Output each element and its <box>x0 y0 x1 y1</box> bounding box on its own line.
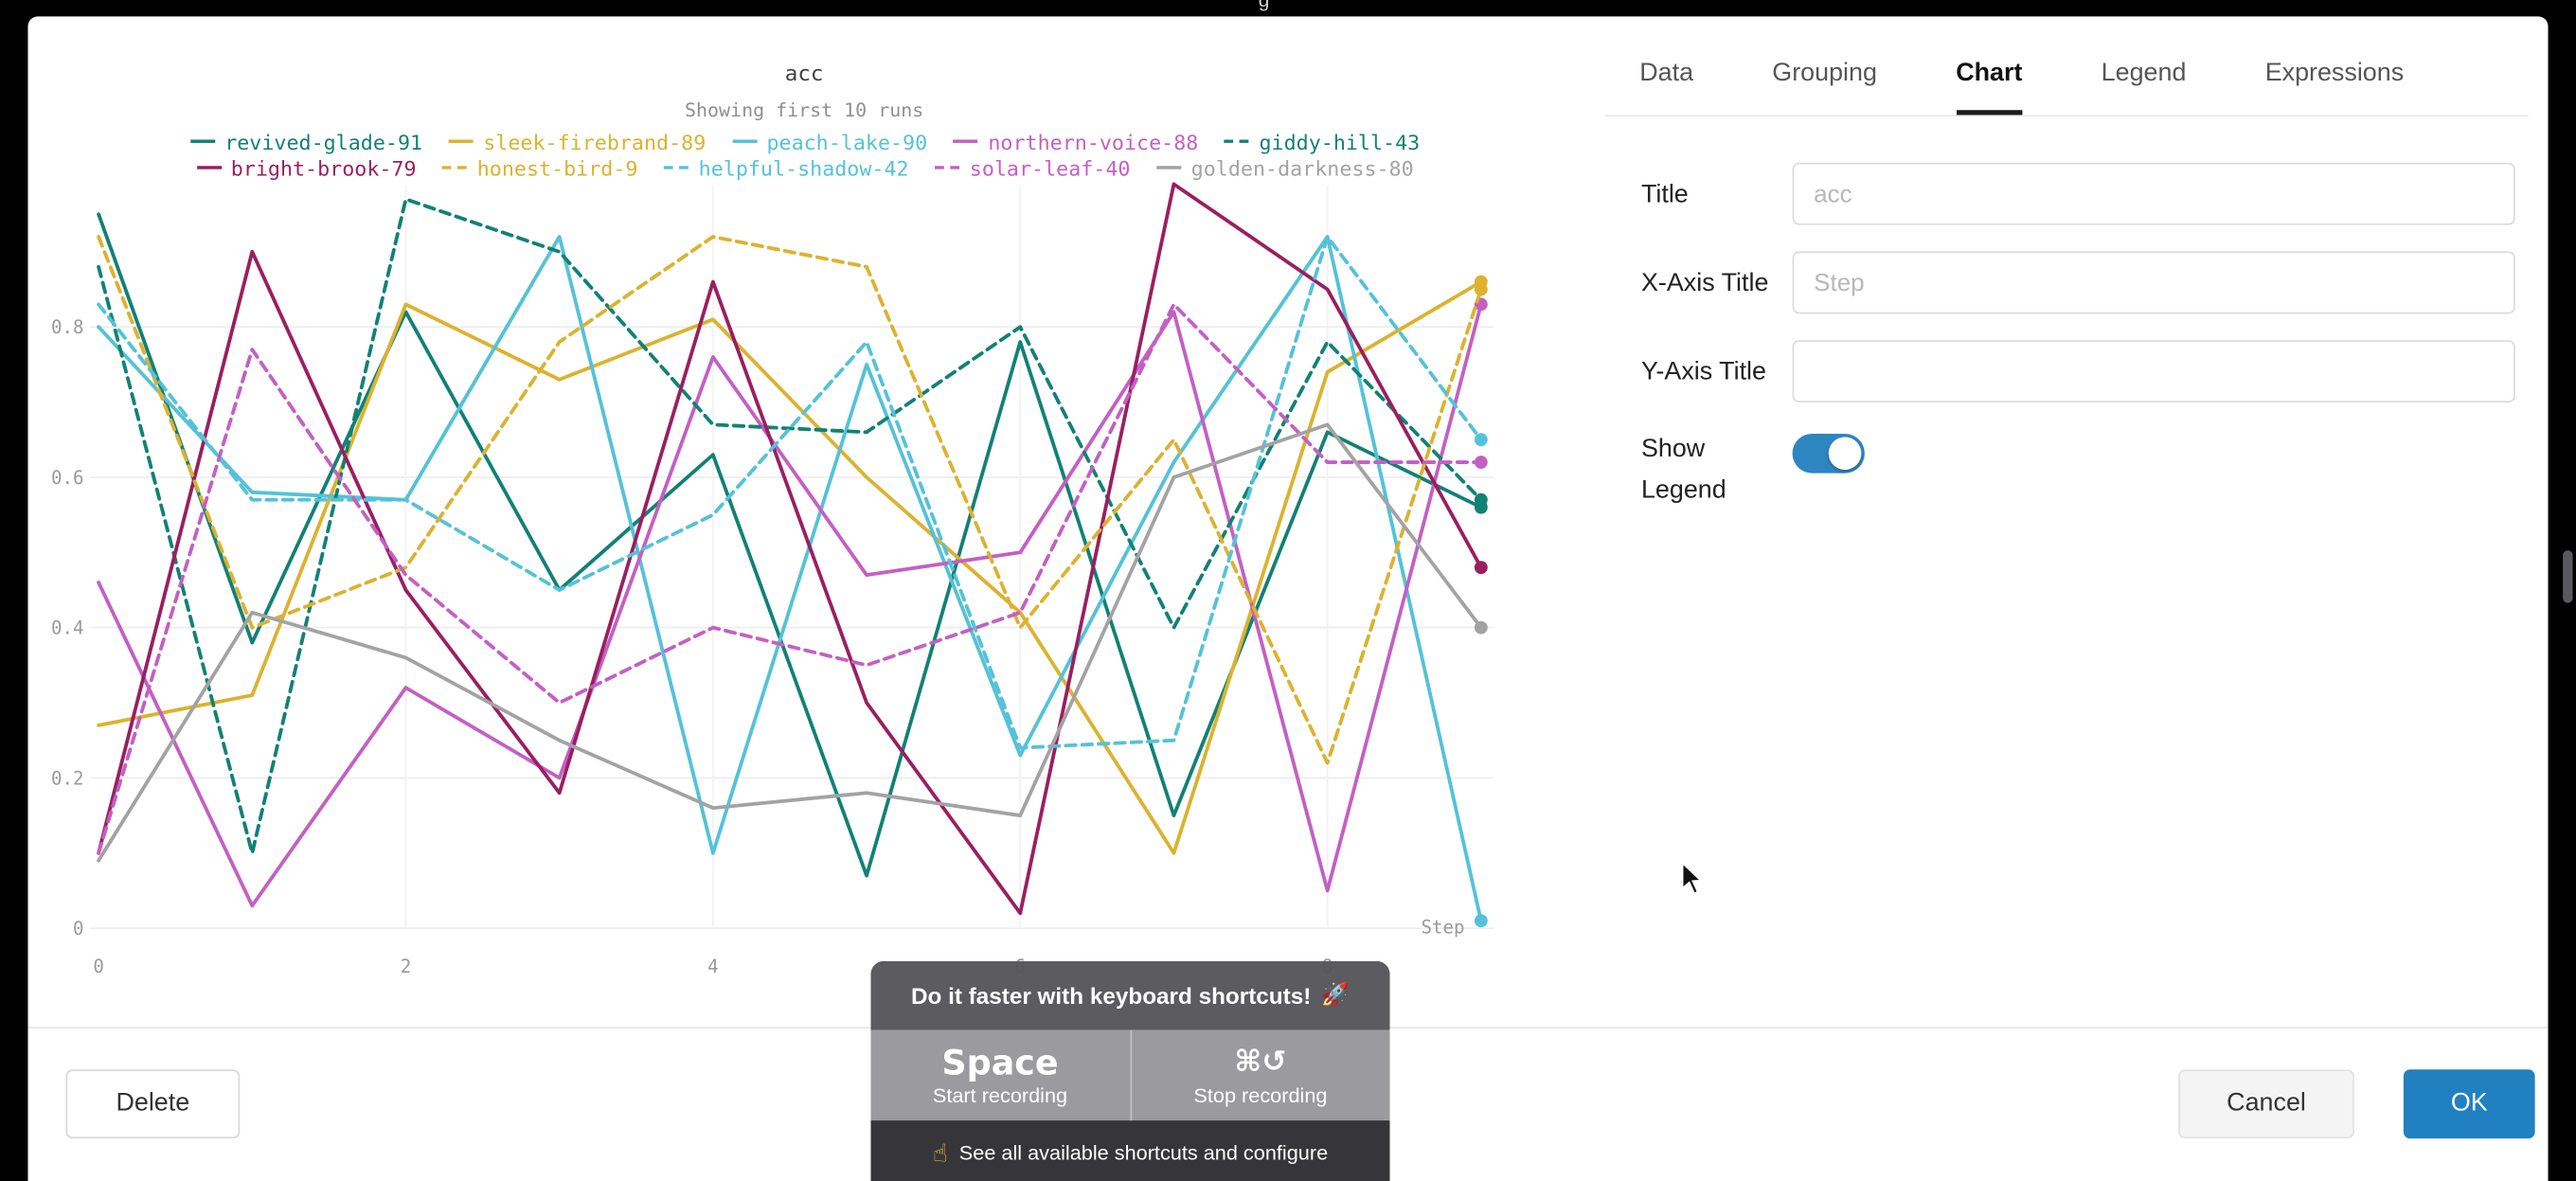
toast-footer-text: See all available shortcuts and configur… <box>958 1141 1329 1165</box>
title-input[interactable] <box>1792 162 2515 225</box>
stop-recording-label: Stop recording <box>1193 1083 1328 1107</box>
chart-settings-form: Title X-Axis Title Y-Axis Title Show Leg… <box>1601 115 2531 510</box>
x-axis-title-input[interactable] <box>1792 251 2515 314</box>
legend-item[interactable]: sleek-firebrand-89 <box>448 129 707 154</box>
legend-item[interactable]: giddy-hill-43 <box>1225 129 1420 153</box>
legend-label: revived-glade-91 <box>224 129 423 154</box>
svg-text:Step: Step <box>1422 917 1465 938</box>
tab-expressions[interactable]: Expressions <box>2265 59 2404 115</box>
legend-label: solar-leaf-40 <box>969 154 1131 180</box>
legend-row: bright-brook-79 honest-bird-9 helpful-shad… <box>41 154 1568 181</box>
show-legend-toggle[interactable] <box>1792 433 1865 474</box>
svg-text:0.8: 0.8 <box>51 317 83 338</box>
legend-swatch <box>1225 139 1250 143</box>
toast-body: Space Start recording ⌘↺ Stop recording <box>870 1029 1390 1121</box>
ok-button[interactable]: OK <box>2403 1069 2535 1139</box>
toast-title-text: Do it faster with keyboard shortcuts! <box>910 982 1312 1010</box>
background-page-fragment: g <box>1258 0 1270 12</box>
chart-legend: revived-glade-91 sleek-firebrand-89 peach-… <box>41 128 1568 181</box>
rocket-emoji: 🚀 <box>1320 982 1350 1010</box>
legend-label: northern-voice-88 <box>988 129 1199 154</box>
legend-item[interactable]: bright-brook-79 <box>196 154 417 180</box>
title-field-label: Title <box>1640 179 1689 208</box>
space-key: Space <box>941 1042 1059 1083</box>
legend-label: peach-lake-90 <box>766 129 928 154</box>
toast-footer[interactable]: ☝ See all available shortcuts and config… <box>870 1120 1390 1181</box>
keyboard-shortcuts-toast: Do it faster with keyboard shortcuts! 🚀 … <box>870 960 1390 1181</box>
legend-swatch <box>1156 166 1182 170</box>
mouse-cursor <box>1681 860 1705 896</box>
y-axis-title-field-label: Y-Axis Title <box>1640 357 1766 385</box>
legend-item[interactable]: golden-darkness-80 <box>1156 154 1414 180</box>
legend-swatch <box>196 166 222 170</box>
legend-item[interactable]: solar-leaf-40 <box>935 154 1131 180</box>
legend-swatch <box>935 166 960 170</box>
legend-swatch <box>732 139 758 143</box>
toggle-knob <box>1828 437 1862 471</box>
legend-label: honest-bird-9 <box>476 154 638 180</box>
cmd-stop-key: ⌘↺ <box>1234 1044 1287 1079</box>
chart-panel: acc Showing first 10 runs revived-glade-… <box>27 16 1580 1018</box>
chart-settings-panel: Data Grouping Chart Legend Expressions T… <box>1601 16 2531 537</box>
legend-swatch <box>664 166 689 170</box>
svg-text:0.4: 0.4 <box>51 618 83 639</box>
legend-swatch <box>448 139 474 143</box>
legend-swatch <box>953 139 978 143</box>
tabs-divider <box>1604 115 2529 117</box>
tab-chart[interactable]: Chart <box>1956 59 2023 116</box>
delete-button[interactable]: Delete <box>65 1069 241 1139</box>
shortcut-stop-recording: ⌘↺ Stop recording <box>1131 1030 1389 1120</box>
chart-title: acc <box>784 62 824 87</box>
svg-text:4: 4 <box>707 957 719 977</box>
legend-label: giddy-hill-43 <box>1259 129 1421 154</box>
chart-subtitle: Showing first 10 runs <box>685 98 924 122</box>
legend-item[interactable]: revived-glade-91 <box>189 129 423 154</box>
svg-text:0: 0 <box>93 957 103 977</box>
legend-item[interactable]: honest-bird-9 <box>442 155 637 180</box>
legend-label: helpful-shadow-42 <box>698 154 909 180</box>
y-axis-title-input[interactable] <box>1792 340 2515 403</box>
tab-grouping[interactable]: Grouping <box>1772 59 1877 115</box>
show-legend-label: Show Legend <box>1640 435 1726 505</box>
svg-text:2: 2 <box>401 957 412 977</box>
legend-label: golden-darkness-80 <box>1190 154 1414 180</box>
legend-row: revived-glade-91 sleek-firebrand-89 peach-… <box>41 128 1568 154</box>
legend-label: bright-brook-79 <box>230 154 417 180</box>
svg-text:0.2: 0.2 <box>51 768 83 789</box>
legend-swatch <box>189 139 215 143</box>
shortcut-start-recording: Space Start recording <box>870 1029 1132 1121</box>
x-axis-title-field-label: X-Axis Title <box>1640 268 1769 297</box>
panel-editor-modal: acc Showing first 10 runs revived-glade-… <box>27 16 2549 1181</box>
cancel-button[interactable]: Cancel <box>2178 1069 2354 1139</box>
legend-item[interactable]: peach-lake-90 <box>732 129 927 153</box>
svg-text:0.6: 0.6 <box>51 468 83 489</box>
footer-actions: Cancel OK <box>2178 1069 2535 1139</box>
tab-data[interactable]: Data <box>1639 59 1693 115</box>
pointing-up-emoji: ☝ <box>932 1138 948 1169</box>
svg-text:0: 0 <box>73 919 83 939</box>
start-recording-label: Start recording <box>932 1083 1068 1107</box>
toast-header: Do it faster with keyboard shortcuts! 🚀 <box>870 960 1390 1030</box>
legend-item[interactable]: helpful-shadow-42 <box>664 154 909 180</box>
line-chart[interactable]: 00.20.40.60.802468Step <box>41 172 1528 1002</box>
editor-tabs: Data Grouping Chart Legend Expressions <box>1601 16 2531 116</box>
legend-label: sleek-firebrand-89 <box>483 129 707 154</box>
legend-swatch <box>442 166 468 170</box>
legend-item[interactable]: northern-voice-88 <box>953 129 1199 154</box>
tab-legend[interactable]: Legend <box>2102 59 2187 115</box>
scrollbar-thumb[interactable] <box>2563 550 2573 603</box>
